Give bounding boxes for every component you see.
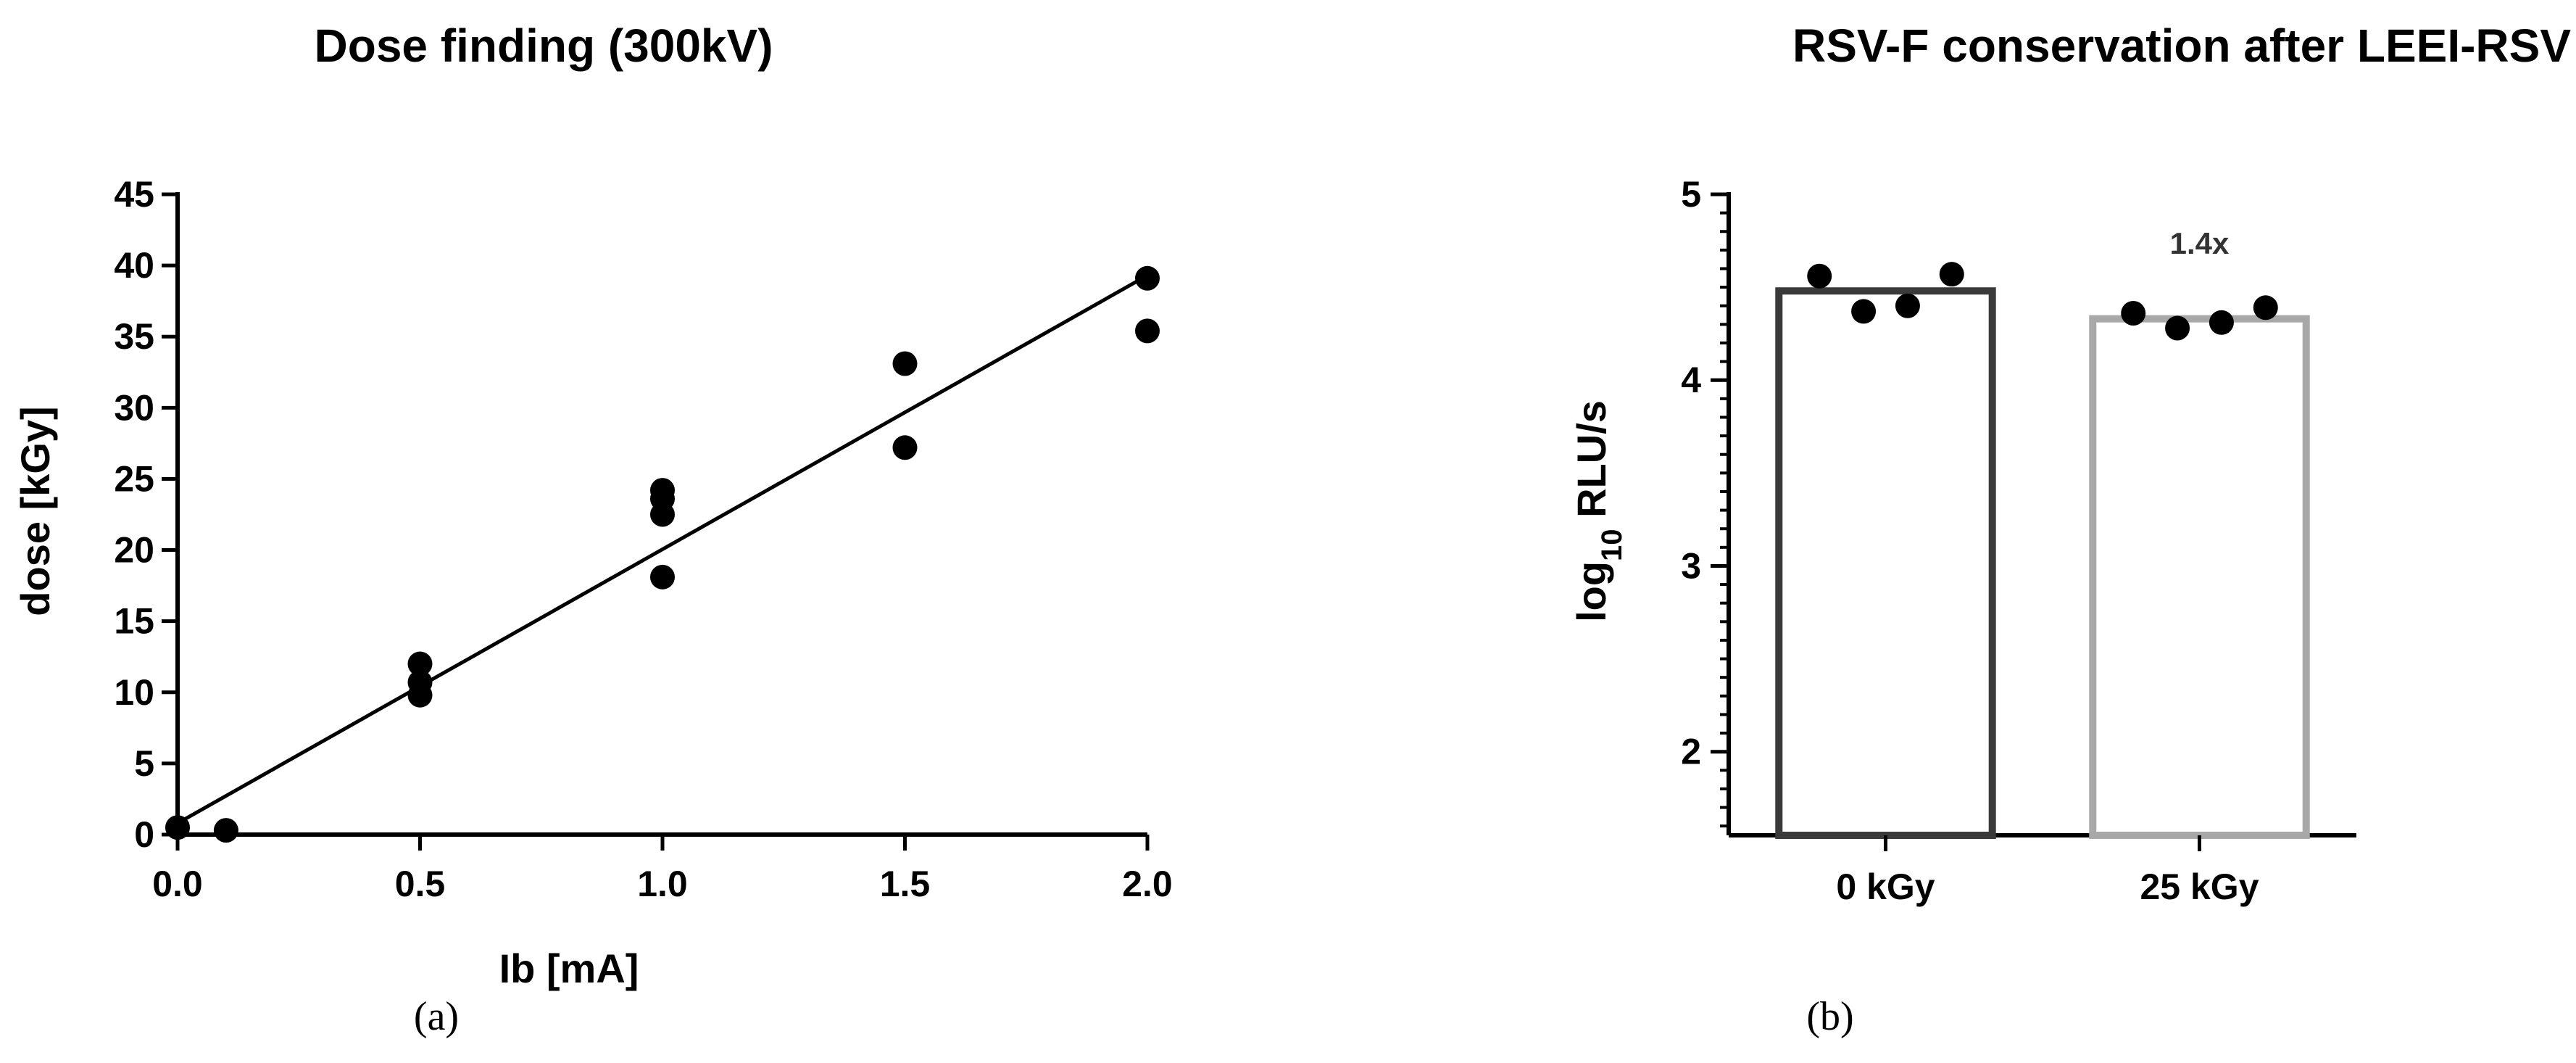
panel-b-bars	[1775, 287, 2310, 839]
panel-a-y-tick-label: 20	[114, 530, 154, 571]
fold-change-annotation: 1.4x	[2170, 226, 2230, 260]
panel-a-data-point	[650, 502, 675, 527]
panel-b-data-point	[2253, 295, 2278, 320]
panel-a-label: (a)	[414, 994, 459, 1039]
panel-b-x-labels: 0 kGy 25 kGy	[1836, 835, 2259, 907]
panel-b-y-tick-label: 3	[1681, 545, 1701, 586]
panel-b-y-axis-label: log10 RLU/s	[1569, 400, 1628, 622]
panel-b-title: RSV-F conservation after LEEI-RSV	[1792, 20, 2571, 72]
panel-b-bar	[1775, 287, 1996, 839]
panel-b-rsv-chart: RSV-F conservation after LEEI-RSV log10 …	[1569, 20, 2571, 1039]
panel-b-category-label: 0 kGy	[1836, 866, 1935, 907]
panel-a-y-ticks: 0 5 10 15 20 25 30 35 40 45	[114, 174, 178, 855]
panel-b-y-tick-label: 4	[1681, 360, 1701, 400]
panel-b-y-tick-label: 2	[1681, 732, 1701, 772]
panel-b-label: (b)	[1806, 994, 1853, 1039]
ylabel-log: log	[1569, 561, 1614, 622]
panel-a-y-tick-label: 15	[114, 601, 154, 642]
panel-a-fit-line	[176, 273, 1149, 825]
panel-a-x-ticks: 0.0 0.5 1.0 1.5 2.0	[152, 835, 1173, 904]
panel-a-data-point	[1135, 265, 1160, 291]
panel-b-y-ticks: 2 3 4 5	[1681, 174, 1729, 828]
ylabel-unit: RLU/s	[1569, 400, 1614, 529]
panel-b-data-point	[2209, 310, 2234, 335]
panel-b-data-point	[1895, 293, 1920, 318]
panel-a-y-tick-label: 45	[114, 174, 154, 215]
ylabel-subscript: 10	[1596, 529, 1628, 561]
panel-a-y-tick-label: 30	[114, 387, 154, 428]
panel-b-data-point	[1939, 262, 1964, 287]
panel-a-data-point	[650, 564, 675, 590]
panel-b-data-point	[1851, 299, 1877, 324]
panel-b-data-point	[1807, 263, 1832, 289]
panel-b-data-point	[2165, 315, 2190, 341]
panel-b-data-point	[2121, 300, 2146, 326]
panel-a-y-tick-label: 5	[134, 743, 154, 784]
panel-a-data-points	[165, 265, 1160, 843]
panel-a-data-point	[407, 682, 433, 708]
panel-a-y-tick-label: 35	[114, 316, 154, 357]
panel-a-x-tick-label: 0.0	[152, 864, 203, 904]
panel-a-data-point	[892, 435, 918, 460]
panel-a-x-tick-label: 1.0	[637, 864, 688, 904]
panel-b-category-label: 25 kGy	[2140, 866, 2259, 907]
panel-a-dose-chart: Dose finding (300kV) dose [kGy] Ib [mA] …	[12, 20, 1173, 1039]
panel-a-y-tick-label: 25	[114, 458, 154, 499]
panel-a-x-tick-label: 2.0	[1122, 864, 1173, 904]
panel-a-x-tick-label: 1.5	[880, 864, 931, 904]
panel-a-y-tick-label: 10	[114, 672, 154, 713]
panel-a-data-point	[1135, 318, 1160, 344]
panel-a-data-point	[892, 351, 918, 376]
panel-a-data-point	[213, 818, 238, 843]
panel-a-y-tick-label: 0	[134, 814, 154, 855]
panel-a-data-point	[407, 651, 433, 677]
panel-b-y-tick-label: 5	[1681, 174, 1701, 215]
panel-a-title: Dose finding (300kV)	[315, 20, 773, 72]
panel-b-bar	[2089, 315, 2310, 839]
panel-a-y-tick-label: 40	[114, 245, 154, 286]
panel-a-data-point	[165, 815, 190, 840]
panel-b-data-points	[1807, 262, 2278, 341]
panel-a-x-tick-label: 0.5	[395, 864, 446, 904]
panel-a-y-axis-label: dose [kGy]	[12, 406, 58, 616]
panel-a-x-axis-label: Ib [mA]	[499, 946, 639, 991]
